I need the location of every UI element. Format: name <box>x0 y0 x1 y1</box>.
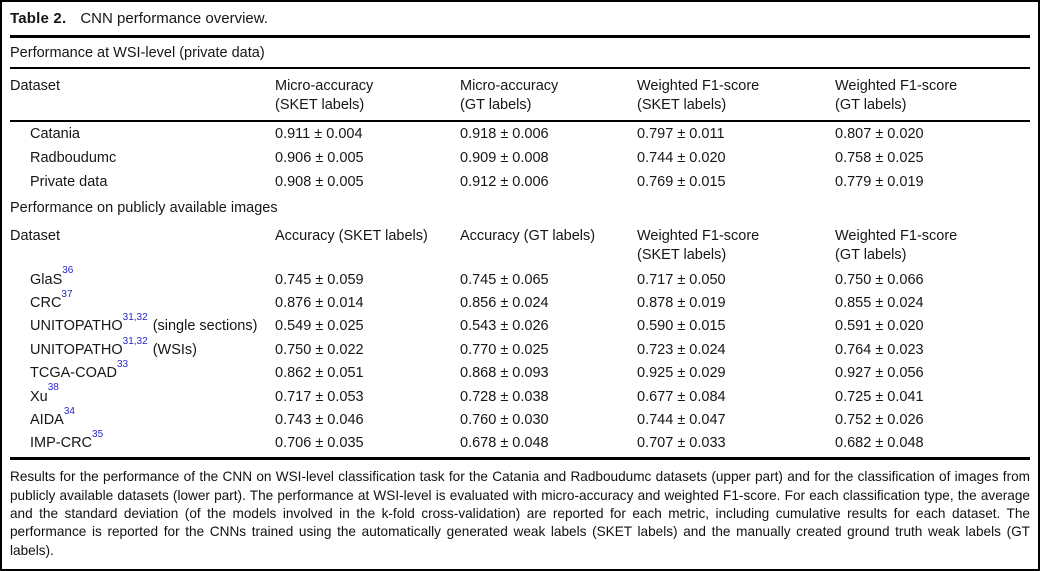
dataset-name: Catania <box>30 126 80 142</box>
column-header-f1-sket: Weighted F1-score (SKET labels) <box>637 228 760 263</box>
table-row-unitopatho-single-sections: UNITOPATHO31,32(single sections) 0.549 ±… <box>10 312 1030 338</box>
metric-value: 0.717 ± 0.053 <box>275 388 364 405</box>
table-row-aida: AIDA34 0.743 ± 0.046 0.760 ± 0.030 0.744… <box>10 405 1030 431</box>
section-heading-public-images: Performance on publicly available images <box>10 199 278 216</box>
metric-value: 0.707 ± 0.033 <box>637 435 726 452</box>
dataset-name: AIDA34 <box>30 405 75 429</box>
metric-value: 0.769 ± 0.015 <box>637 174 726 190</box>
metric-value: 0.760 ± 0.030 <box>460 412 549 429</box>
metric-value: 0.678 ± 0.048 <box>460 435 549 452</box>
section-heading-wsi-level: Performance at WSI-level (private data) <box>10 38 1030 69</box>
citation-link[interactable]: 38 <box>47 382 59 394</box>
dataset-note: (single sections) <box>152 318 258 335</box>
table-row-catania: Catania 0.911 ± 0.004 0.918 ± 0.006 0.79… <box>10 122 1030 146</box>
table-footnote: Results for the performance of the CNN o… <box>10 469 1030 558</box>
metric-value: 0.909 ± 0.008 <box>460 150 549 166</box>
metric-value: 0.682 ± 0.048 <box>835 435 924 452</box>
column-header-dataset: Dataset <box>10 228 60 244</box>
metric-value: 0.918 ± 0.006 <box>460 126 549 142</box>
metric-value: 0.862 ± 0.051 <box>275 365 364 382</box>
metric-value: 0.868 ± 0.093 <box>460 365 549 382</box>
metric-value: 0.750 ± 0.066 <box>835 271 924 288</box>
metric-value: 0.912 ± 0.006 <box>460 174 549 190</box>
column-header-dataset: Dataset <box>10 78 60 94</box>
citation-link[interactable]: 31,32 <box>122 335 148 347</box>
dataset-name: UNITOPATHO31,32(WSIs) <box>30 335 197 358</box>
metric-value: 0.797 ± 0.011 <box>637 126 725 142</box>
metric-value: 0.770 ± 0.025 <box>460 341 549 358</box>
citation-link[interactable]: 34 <box>63 405 75 417</box>
dataset-name: Private data <box>30 174 108 190</box>
dataset-name: UNITOPATHO31,32(single sections) <box>30 312 258 335</box>
citation-link[interactable]: 33 <box>117 358 129 370</box>
metric-value: 0.591 ± 0.020 <box>835 318 924 335</box>
citation-link[interactable]: 36 <box>62 265 74 277</box>
table-row-tcga-coad: TCGA-COAD33 0.862 ± 0.051 0.868 ± 0.093 … <box>10 358 1030 385</box>
column-header-f1-gt: Weighted F1-score (GT labels) <box>835 78 958 113</box>
table-row-crc: CRC37 0.876 ± 0.014 0.856 ± 0.024 0.878 … <box>10 288 1030 314</box>
dataset-name: Xu38 <box>30 382 59 405</box>
metric-value: 0.750 ± 0.022 <box>275 341 364 358</box>
metric-value: 0.590 ± 0.015 <box>637 318 726 335</box>
column-header-f1-gt: Weighted F1-score (GT labels) <box>835 228 958 263</box>
column-header-row-section1: Dataset Micro-accuracy (SKET labels) Mic… <box>10 69 1030 122</box>
table-caption: CNN performance overview. <box>80 10 268 27</box>
column-header-micro-accuracy-gt: Micro-accuracy (GT labels) <box>460 78 559 113</box>
table-row-private-data: Private data 0.908 ± 0.005 0.912 ± 0.006… <box>10 170 1030 194</box>
metric-value: 0.677 ± 0.084 <box>637 388 726 405</box>
table-row-imp-crc: IMP-CRC35 0.706 ± 0.035 0.678 ± 0.048 0.… <box>10 429 1030 455</box>
citation-link[interactable]: 35 <box>92 429 104 441</box>
dataset-note: (WSIs) <box>152 341 197 358</box>
citation-link[interactable]: 31,32 <box>122 312 148 324</box>
column-header-accuracy-sket: Accuracy (SKET labels) <box>275 228 428 244</box>
table-number-label: Table 2. <box>10 10 67 27</box>
metric-value: 0.758 ± 0.025 <box>835 150 924 166</box>
column-header-accuracy-gt: Accuracy (GT labels) <box>460 228 596 244</box>
dataset-name: IMP-CRC35 <box>30 429 104 452</box>
metric-value: 0.717 ± 0.050 <box>637 271 726 288</box>
dataset-name: TCGA-COAD33 <box>30 358 129 382</box>
metric-value: 0.855 ± 0.024 <box>835 295 924 312</box>
metric-value: 0.745 ± 0.065 <box>460 271 549 288</box>
metric-value: 0.744 ± 0.047 <box>637 412 726 429</box>
table-row-radboudumc: Radboudumc 0.906 ± 0.005 0.909 ± 0.008 0… <box>10 146 1030 170</box>
table-row-xu: Xu38 0.717 ± 0.053 0.728 ± 0.038 0.677 ±… <box>10 382 1030 408</box>
metric-value: 0.745 ± 0.059 <box>275 271 364 288</box>
metric-value: 0.927 ± 0.056 <box>835 365 924 382</box>
table-row-unitopatho-wsis: UNITOPATHO31,32(WSIs) 0.750 ± 0.022 0.77… <box>10 335 1030 361</box>
table-row-glas: GlaS36 0.745 ± 0.059 0.745 ± 0.065 0.717… <box>10 265 1030 291</box>
metric-value: 0.911 ± 0.004 <box>275 126 363 142</box>
metric-value: 0.728 ± 0.038 <box>460 388 549 405</box>
metric-value: 0.549 ± 0.025 <box>275 318 364 335</box>
metric-value: 0.878 ± 0.019 <box>637 295 726 312</box>
dataset-name: Radboudumc <box>30 150 117 166</box>
column-header-micro-accuracy-sket: Micro-accuracy (SKET labels) <box>275 78 374 113</box>
footnote-divider <box>10 457 1030 461</box>
table-title: Table 2. CNN performance overview. <box>10 2 1030 38</box>
citation-link[interactable]: 37 <box>61 288 73 300</box>
column-header-f1-sket: Weighted F1-score (SKET labels) <box>637 78 760 113</box>
metric-value: 0.807 ± 0.020 <box>835 126 924 142</box>
metric-value: 0.706 ± 0.035 <box>275 435 364 452</box>
dataset-name: CRC37 <box>30 288 73 312</box>
metric-value: 0.725 ± 0.041 <box>835 388 924 405</box>
metric-value: 0.925 ± 0.029 <box>637 365 726 382</box>
metric-value: 0.856 ± 0.024 <box>460 295 549 312</box>
metric-value: 0.906 ± 0.005 <box>275 150 364 166</box>
column-header-row-section2: Dataset Accuracy (SKET labels) Accuracy … <box>10 221 1030 268</box>
dataset-name: GlaS36 <box>30 265 74 288</box>
metric-value: 0.764 ± 0.023 <box>835 341 924 358</box>
metric-value: 0.908 ± 0.005 <box>275 174 364 190</box>
metric-value: 0.743 ± 0.046 <box>275 412 364 429</box>
metric-value: 0.723 ± 0.024 <box>637 341 726 358</box>
metric-value: 0.752 ± 0.026 <box>835 412 924 429</box>
metric-value: 0.744 ± 0.020 <box>637 150 726 166</box>
metric-value: 0.779 ± 0.019 <box>835 174 924 190</box>
metric-value: 0.543 ± 0.026 <box>460 318 549 335</box>
metric-value: 0.876 ± 0.014 <box>275 295 364 312</box>
